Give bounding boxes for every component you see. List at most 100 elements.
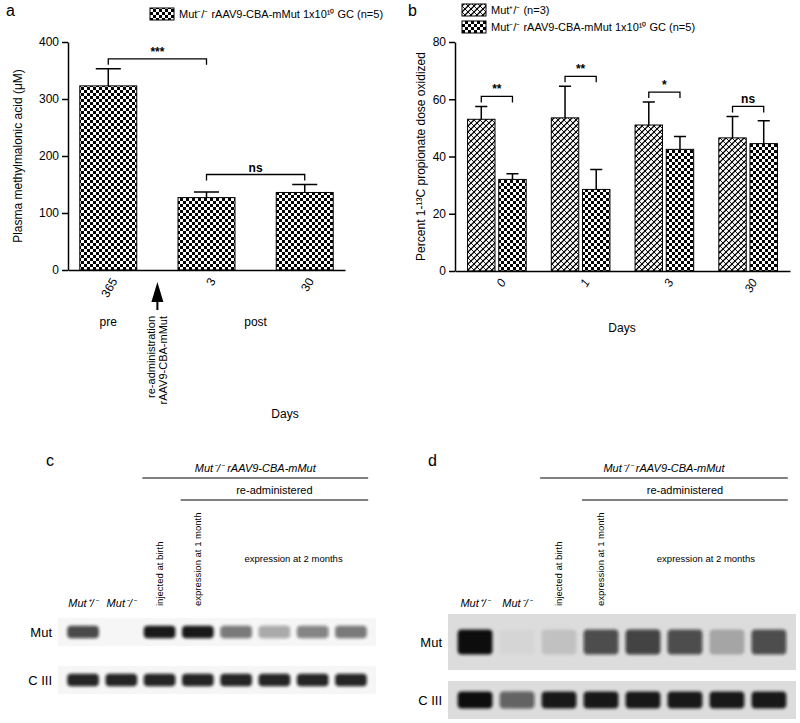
blot-band bbox=[67, 674, 99, 687]
blot-band bbox=[220, 626, 252, 639]
error-bar bbox=[475, 106, 487, 119]
x-tick: 30 bbox=[298, 270, 317, 294]
plot-marks bbox=[468, 86, 778, 271]
blot-background bbox=[58, 666, 376, 694]
event-arrow-shaft bbox=[156, 300, 158, 310]
event-label: re-administration bbox=[145, 316, 157, 398]
y-tick: 0 bbox=[52, 263, 68, 277]
blot-band bbox=[458, 691, 493, 708]
y-tick-mark bbox=[449, 271, 455, 273]
error-bar bbox=[726, 116, 738, 137]
group-label: re-administered bbox=[647, 484, 723, 496]
error-bar bbox=[590, 169, 602, 189]
error-bar bbox=[194, 192, 219, 198]
y-tick-mark bbox=[449, 42, 455, 44]
panel-letter: c bbox=[46, 452, 54, 469]
bar bbox=[635, 125, 662, 271]
row-label: C III bbox=[28, 673, 52, 688]
y-tick-mark bbox=[449, 156, 455, 158]
lane-label: Mut⁺/⁻ bbox=[68, 597, 99, 609]
legend-swatch bbox=[462, 21, 486, 33]
y-tick-mark bbox=[62, 156, 68, 158]
chart-panel: 02040608001330Percent 1-¹³C propionate d… bbox=[408, 2, 791, 335]
x-tick: 30 bbox=[741, 271, 760, 295]
blot-band bbox=[458, 629, 493, 654]
blot-band bbox=[335, 674, 367, 687]
event-arrow bbox=[151, 282, 163, 302]
significance-bracket bbox=[108, 59, 206, 65]
y-tick: 400 bbox=[39, 35, 68, 49]
blot-panel: c Mut⁻/⁻ rAAV9-CBA-mMut re-administered Mut… bbox=[28, 452, 376, 694]
bar bbox=[551, 118, 578, 271]
bar bbox=[499, 179, 526, 271]
bar bbox=[719, 138, 746, 271]
blot-band bbox=[182, 674, 214, 687]
significance-bracket bbox=[565, 76, 596, 82]
legend-swatch bbox=[462, 4, 486, 16]
blot-band bbox=[144, 674, 176, 687]
blot-band bbox=[584, 629, 619, 654]
significance-label: ** bbox=[576, 62, 586, 76]
figure: 0100200300400365330Plasma methylmalonic … bbox=[0, 0, 800, 723]
blot-band bbox=[259, 674, 291, 687]
group-label: pre bbox=[100, 315, 118, 329]
legend-label: Mut⁻/⁻ rAAV9-CBA-mMut 1x10¹⁰ GC (n=5) bbox=[179, 8, 383, 20]
error-bar bbox=[506, 174, 518, 180]
lane-label: Mut⁻/⁻ bbox=[502, 597, 533, 609]
plot-marks bbox=[80, 69, 333, 270]
blot-band bbox=[668, 691, 703, 708]
bar bbox=[750, 144, 777, 271]
blot-band bbox=[500, 691, 535, 708]
bar bbox=[80, 86, 137, 270]
bar bbox=[178, 198, 235, 270]
blot-band bbox=[542, 691, 577, 708]
y-tick: 200 bbox=[39, 149, 68, 163]
blot-band bbox=[752, 691, 787, 708]
group-line bbox=[181, 500, 369, 501]
panel-letter: a bbox=[6, 2, 15, 19]
group-label: Mut⁻/⁻ rAAV9-CBA-mMut bbox=[195, 462, 317, 474]
y-axis-title: Plasma methylmalonic acid (μM) bbox=[11, 69, 25, 243]
blot-band bbox=[297, 626, 329, 639]
significance-bracket bbox=[649, 92, 680, 98]
blot-band bbox=[710, 629, 745, 654]
lane-label: Mut⁺/⁻ bbox=[460, 597, 491, 609]
panel-letter: b bbox=[408, 2, 417, 19]
blot-band bbox=[105, 626, 137, 639]
lane-label: expression at 2 months bbox=[244, 553, 342, 564]
lane-label: expression at 1 month bbox=[595, 513, 606, 606]
lane-label: expression at 1 month bbox=[192, 513, 203, 606]
y-tick-mark bbox=[449, 214, 455, 216]
group-label: re-administered bbox=[236, 484, 312, 496]
y-tick: 60 bbox=[433, 93, 455, 107]
blot-band bbox=[500, 629, 535, 654]
y-tick: 100 bbox=[39, 206, 68, 220]
x-tick: 365 bbox=[98, 270, 120, 300]
x-tick-label: 30 bbox=[298, 275, 317, 294]
y-tick-mark bbox=[62, 42, 68, 44]
blot-panel: dMut⁻/⁻ rAAV9-CBA-mMutre-administeredMut… bbox=[418, 452, 796, 719]
blot-band bbox=[668, 629, 703, 654]
event-label: rAAV9-CBA-mMut bbox=[157, 316, 169, 404]
row-label: C III bbox=[418, 693, 442, 708]
blot-band bbox=[752, 629, 787, 654]
significance-label: ns bbox=[741, 92, 755, 106]
y-axis-title: Percent 1-¹³C propionate dose oxidized bbox=[414, 52, 428, 261]
blot-band bbox=[542, 629, 577, 654]
legend-swatch bbox=[150, 8, 174, 20]
group-label: post bbox=[244, 315, 267, 329]
blot-band bbox=[105, 674, 137, 687]
error-bar bbox=[758, 121, 770, 144]
x-tick: 1 bbox=[577, 271, 592, 289]
lane-label: Mut⁻/⁻ bbox=[107, 597, 138, 609]
blot-background bbox=[58, 618, 376, 646]
y-tick: 0 bbox=[439, 264, 455, 278]
blot-band bbox=[144, 626, 176, 639]
x-tick-label: 1 bbox=[577, 277, 592, 290]
y-axis: 0100200300400 bbox=[39, 35, 69, 277]
x-tick-label: 3 bbox=[661, 276, 677, 289]
error-bar bbox=[643, 102, 655, 125]
y-tick-mark bbox=[62, 99, 68, 101]
x-axis-title: Days bbox=[608, 321, 635, 335]
bar bbox=[468, 119, 495, 271]
